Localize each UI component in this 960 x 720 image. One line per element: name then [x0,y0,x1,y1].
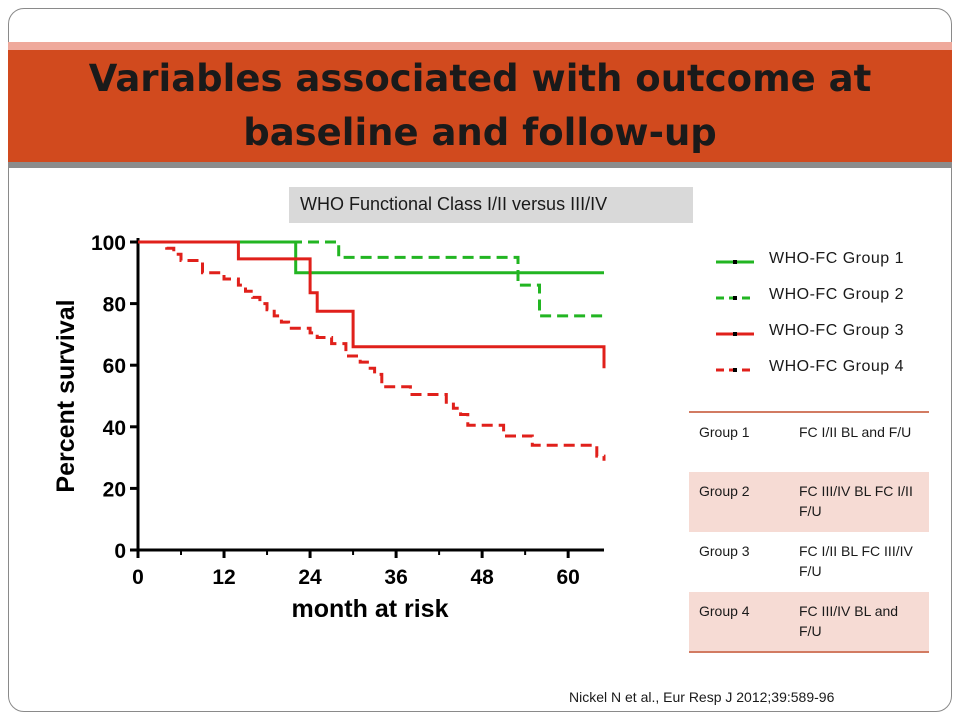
y-tick-label: 0 [114,540,126,563]
chart-subtitle: WHO Functional Class I/II versus III/IV [300,194,608,214]
legend-item: WHO-FC Group 2 [716,286,946,322]
chart-legend: WHO-FC Group 1 WHO-FC Group 2 WHO-FC Gro… [716,250,946,394]
legend-swatch [716,332,754,336]
x-tick-label: 36 [384,566,407,589]
table-cell-group: Group 1 [699,424,750,440]
legend-label: WHO-FC Group 4 [769,358,905,375]
y-tick-label: 40 [103,417,126,440]
series-line-group-2 [138,240,604,318]
legend-label: WHO-FC Group 2 [769,286,905,303]
legend-label: WHO-FC Group 3 [769,322,905,339]
legend-swatch [716,368,754,372]
legend-label: WHO-FC Group 1 [769,250,905,267]
x-tick-label: 60 [556,566,579,589]
y-tick-label: 100 [91,232,126,255]
legend-swatch [716,260,754,264]
x-axis-title: month at risk [292,595,449,623]
legend-item: WHO-FC Group 1 [716,250,946,286]
table-cell-description: FC I/II BL and F/U [799,424,912,440]
y-axis-title: Percent survival [52,299,80,492]
y-tick-label: 60 [103,355,126,378]
y-tick-label: 80 [103,294,126,317]
table-cell-description: FC III/IV BL and F/U [799,603,899,639]
table-row: Group 3 FC I/II BL FC III/IV F/U [689,532,929,592]
table-cell-group: Group 3 [699,543,750,559]
table-row: Group 4 FC III/IV BL and F/U [689,592,929,652]
series-line-group-4 [138,240,606,461]
legend-item: WHO-FC Group 3 [716,322,946,358]
series-line-group-3 [138,240,606,369]
subtitle-box [289,187,693,223]
title-band [8,50,952,162]
slide-title: Variables associated with outcome at bas… [88,57,872,154]
x-tick-label: 24 [298,566,322,589]
table-cell-description: FC III/IV BL FC I/II F/U [799,483,913,519]
x-tick-label: 48 [470,566,494,589]
title-band-bottom-strip [8,162,952,168]
table-cell-description: FC I/II BL FC III/IV F/U [799,543,913,579]
legend-item: WHO-FC Group 4 [716,358,946,394]
y-tick-label: 20 [103,478,126,501]
table-row: Group 2 FC III/IV BL FC I/II F/U [689,472,929,532]
table-row: Group 1 FC I/II BL and F/U [689,412,929,472]
x-tick-label: 0 [132,566,144,589]
chart-series [138,240,606,461]
citation: Nickel N et al., Eur Resp J 2012;39:589-… [569,689,835,705]
table-cell-group: Group 4 [699,603,750,619]
table-cell-group: Group 2 [699,483,750,499]
chart-axes: 0 20 40 60 80 100 0 12 24 36 48 60 [91,232,604,589]
x-tick-label: 12 [212,566,235,589]
group-definitions-table: Group 1 FC I/II BL and F/U Group 2 FC II… [689,411,929,653]
title-band-top-strip [8,42,952,50]
legend-swatch [716,296,754,300]
